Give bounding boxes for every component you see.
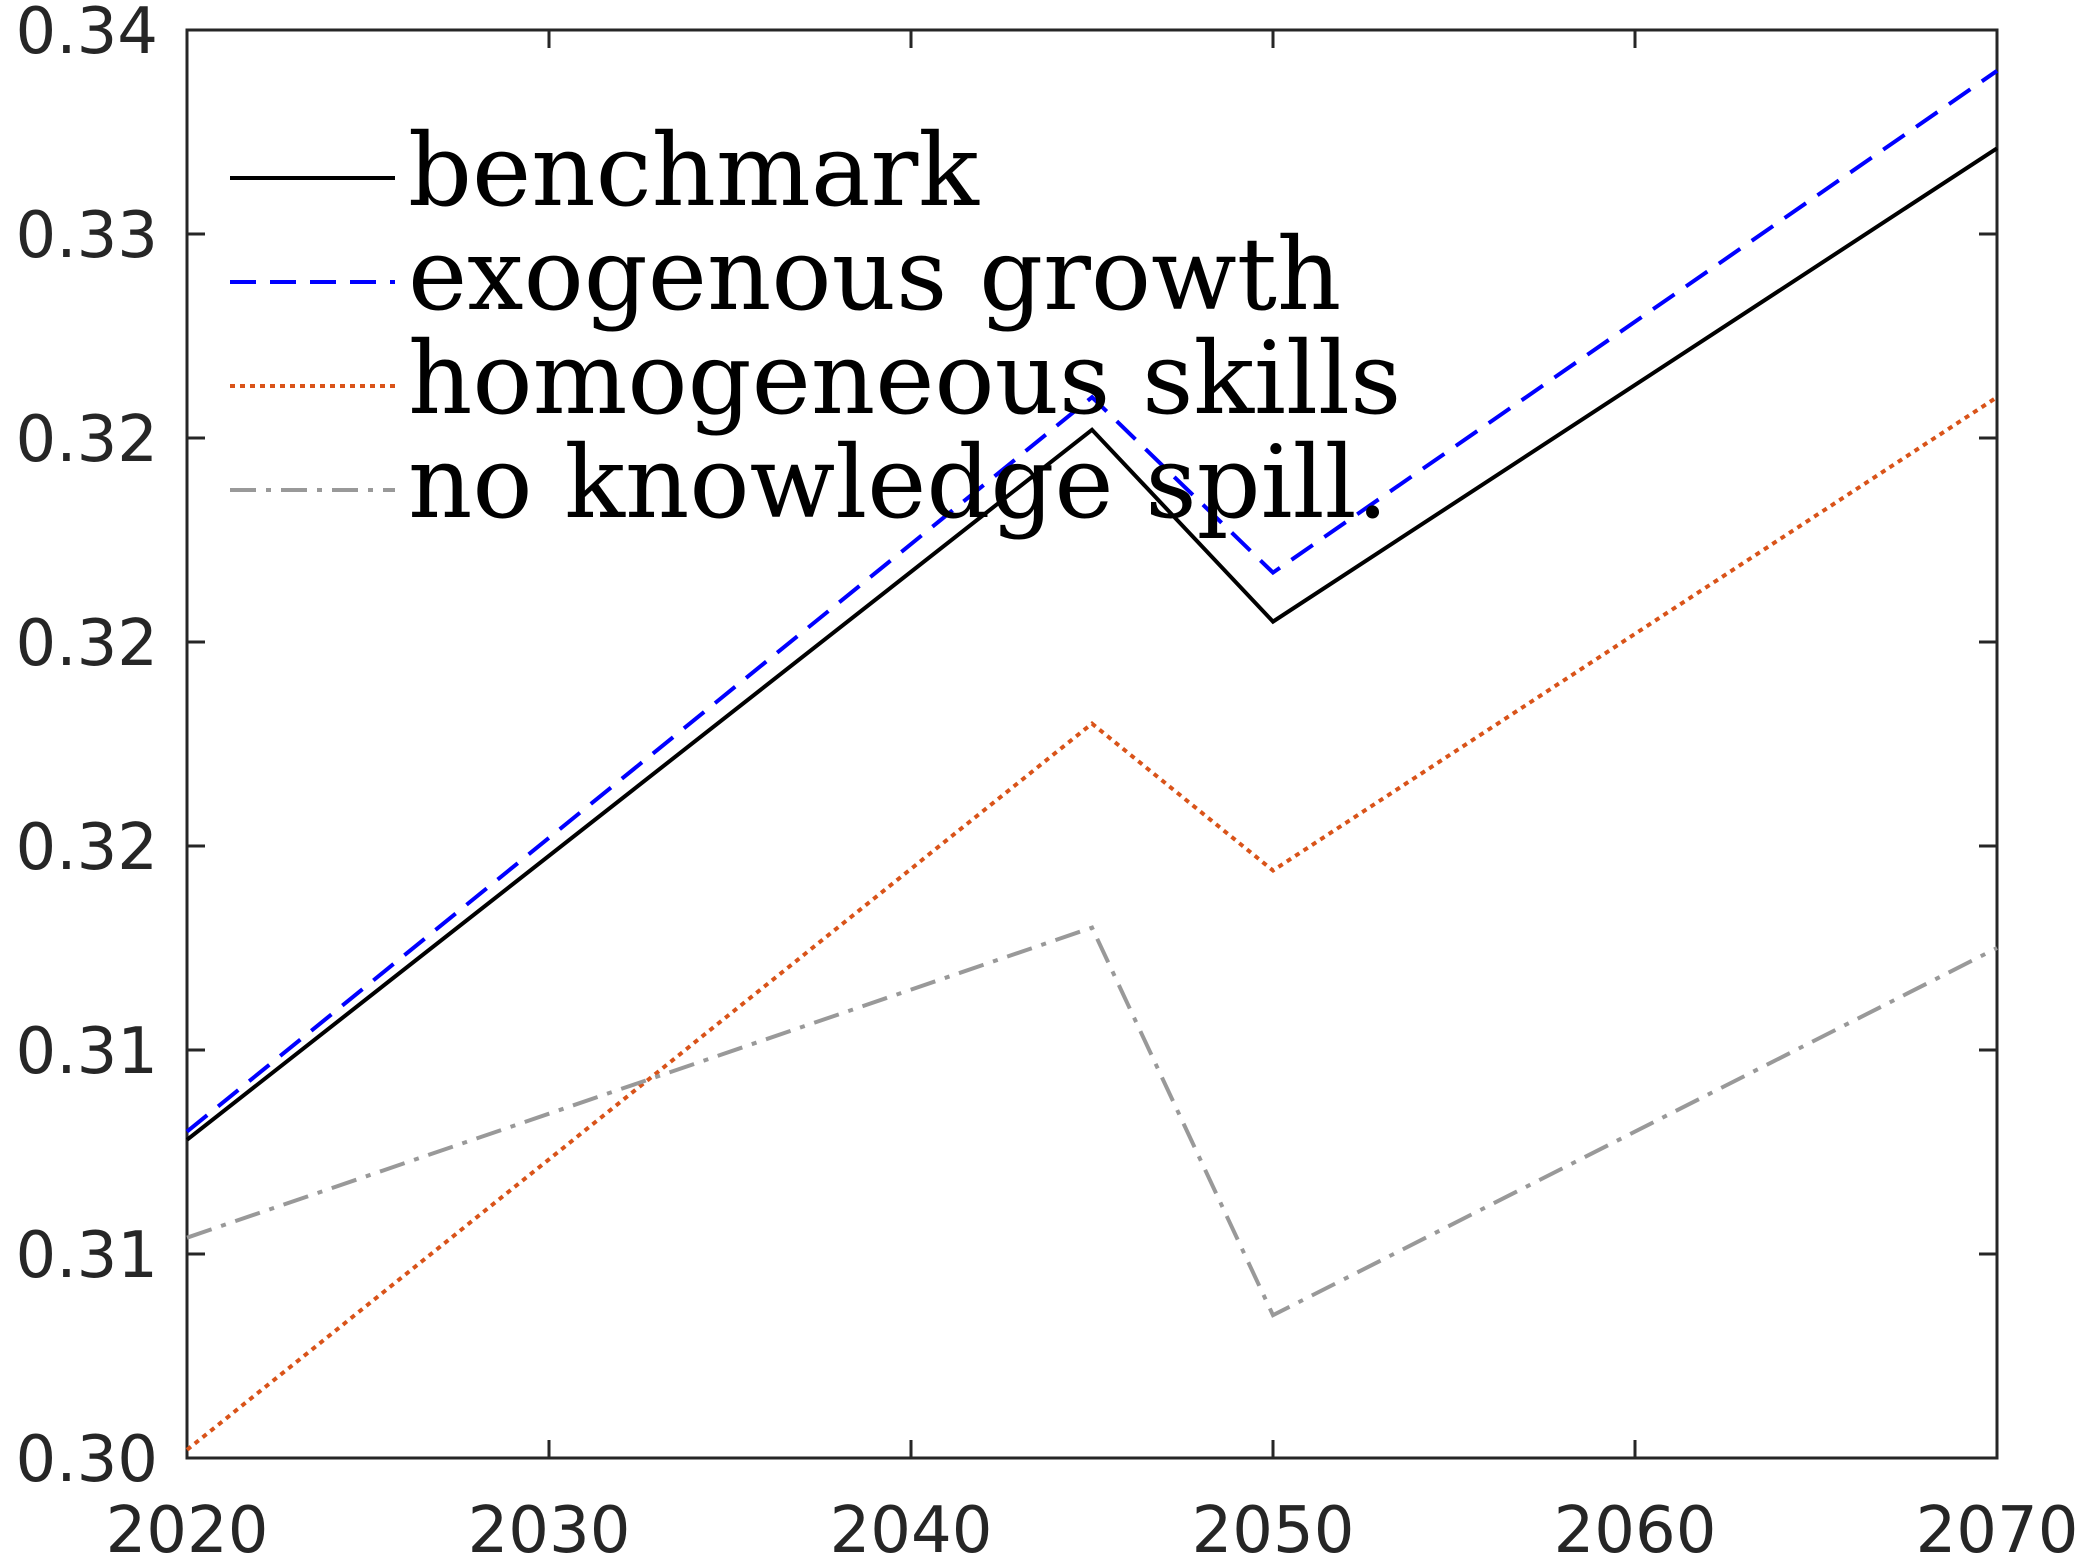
legend-label: homogeneous skills <box>408 320 1401 437</box>
x-tick-label: 2070 <box>1916 1494 2079 1554</box>
y-tick-label: 0.32 <box>16 403 159 477</box>
series-line-no-knowledge-spill <box>186 925 1998 1318</box>
legend-label: no knowledge spill. <box>408 424 1388 541</box>
y-tick-label: 0.33 <box>16 199 159 273</box>
y-tick-label: 0.34 <box>16 0 159 69</box>
y-tick-label: 0.31 <box>16 1219 159 1293</box>
series-line-homogeneous-skills <box>185 395 1999 1452</box>
legend-label: exogenous growth <box>408 216 1341 333</box>
x-tick-label: 2030 <box>468 1494 631 1554</box>
plot-area <box>185 28 1999 1460</box>
series-line-exogenous-growth <box>185 69 1999 1134</box>
series-layer <box>185 69 1999 1452</box>
y-tick-label: 0.31 <box>16 1015 159 1089</box>
x-tick-label: 2040 <box>830 1494 993 1554</box>
x-tick-label: 2060 <box>1554 1494 1717 1554</box>
legend-label: benchmark <box>408 112 980 229</box>
x-tick-label: 2050 <box>1192 1494 1355 1554</box>
y-tick-label: 0.30 <box>16 1423 159 1497</box>
axis-ticks: 2020 2030 2040 2050 2060 2070 0.30 0.31 0.31 0.32… <box>16 0 2079 1554</box>
y-tick-label: 0.32 <box>16 811 159 885</box>
series-line-benchmark <box>185 146 1999 1142</box>
y-tick-label: 0.32 <box>16 607 159 681</box>
x-tick-label: 2020 <box>106 1494 269 1554</box>
